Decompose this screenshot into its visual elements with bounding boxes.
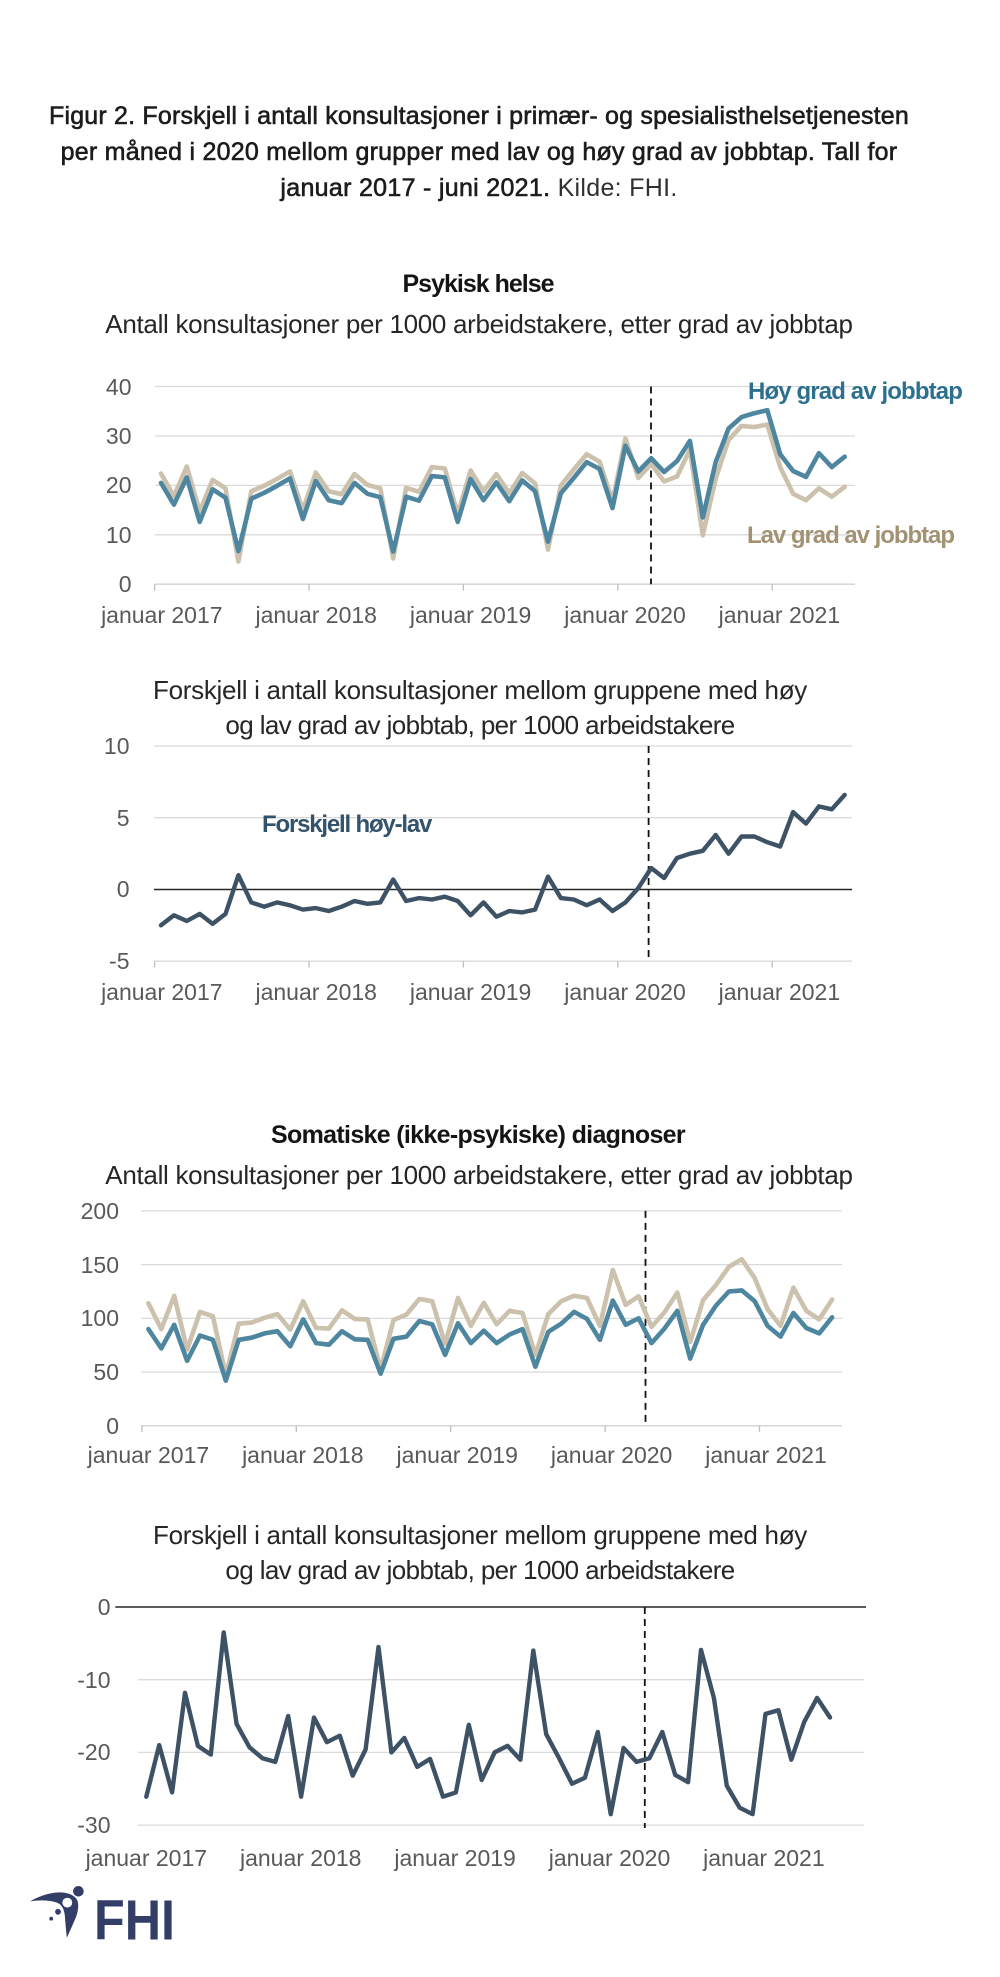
- svg-text:FHI: FHI: [94, 1889, 175, 1953]
